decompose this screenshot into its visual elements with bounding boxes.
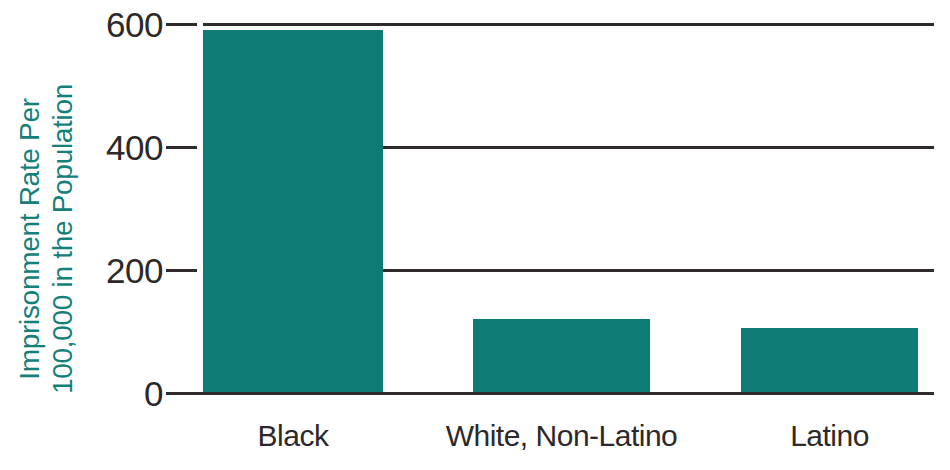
y-axis-title-line-1: Imprisonment Rate Per: [14, 50, 47, 428]
y-tick-label-600: 600: [99, 7, 163, 42]
imprisonment-rate-bar-chart: Imprisonment Rate Per 100,000 in the Pop…: [0, 0, 950, 470]
bar-white-non-latino: [473, 319, 650, 393]
y-tick-label-200: 200: [99, 253, 163, 288]
x-axis-line: [166, 392, 934, 396]
bar-black: [203, 30, 383, 393]
gridline-600: [203, 23, 934, 26]
y-axis-title: Imprisonment Rate Per 100,000 in the Pop…: [14, 50, 80, 428]
y-tick-label-400: 400: [99, 130, 163, 165]
y-tick-mark-600: [166, 23, 197, 26]
x-tick-label-latino: Latino: [670, 421, 950, 451]
bar-latino: [741, 328, 918, 393]
y-axis-title-line-2: 100,000 in the Population: [47, 50, 80, 428]
y-tick-mark-400: [166, 146, 197, 149]
y-tick-label-0: 0: [99, 376, 163, 411]
y-tick-mark-200: [166, 269, 197, 272]
